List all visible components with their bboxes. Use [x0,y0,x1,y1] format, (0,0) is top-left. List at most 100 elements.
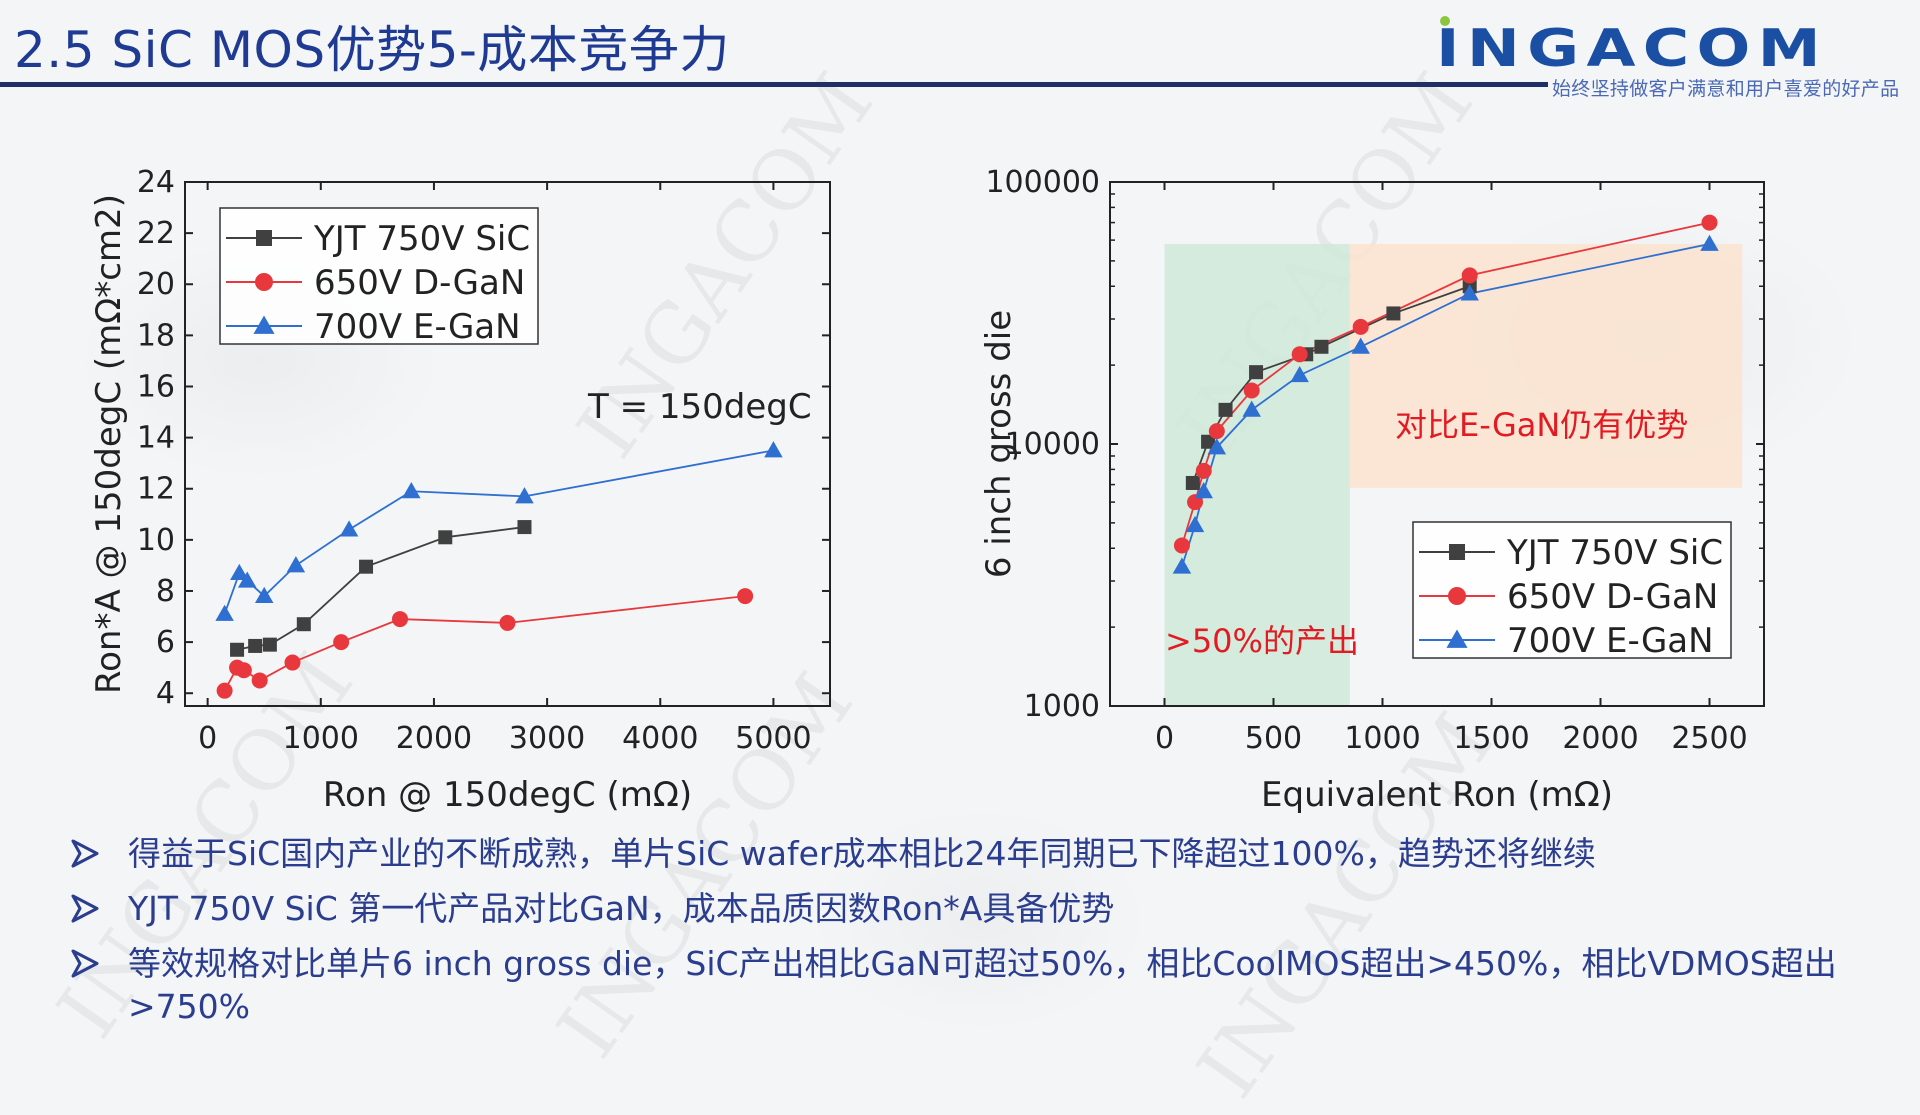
y-tick-label: 12 [137,472,175,507]
bullet-item: 等效规格对比单片6 inch gross die，SiC产出相比GaN可超过50… [70,942,1850,1028]
page-title: 2.5 SiC MOS优势5-成本竞争力 [14,21,730,79]
data-point-triangle [764,441,783,458]
chart-annotation: T = 150degC [587,387,812,427]
y-axis-label: 6 inch gross die [979,310,1019,578]
arrow-bullet-icon [71,839,99,868]
data-point-triangle [253,315,275,334]
data-point-triangle [1185,515,1205,533]
series-line [223,449,774,615]
arrow-bullet-icon [71,894,99,923]
x-axis-label: Equivalent Ron (mΩ) [1261,775,1613,815]
y-tick-label: 1000 [1024,689,1100,724]
title-divider [0,82,1548,87]
data-point-triangle [1446,629,1468,648]
y-axis-label: Ron*A @ 150degC (mΩ*cm2) [89,194,129,694]
data-point-triangle [230,563,249,581]
bullet-text: 得益于SiC国内产业的不断成熟，单片SiC wafer成本相比24年同期已下降超… [128,834,1596,873]
y-tick-label: 18 [137,318,175,353]
x-tick-label: 500 [1245,721,1302,756]
data-point-circle [1173,537,1190,554]
x-tick-label: 4000 [622,721,698,756]
data-point-square [1201,434,1216,449]
data-point-triangle [339,520,359,537]
y-tick-label: 6 [156,625,175,660]
y-tick-label: 4 [156,676,175,711]
x-tick-label: 1000 [1344,721,1420,756]
series-line [236,526,525,651]
logo-text: INGACOM [1436,19,1828,72]
data-point-square [1185,475,1200,490]
legend-box [219,207,539,345]
data-point-triangle [1207,438,1227,455]
legend-label: YJT 750V SiC [313,219,530,259]
data-point-triangle [254,586,274,604]
y-tick-label: 10 [137,523,175,558]
data-point-circle [255,273,273,291]
data-point-square [296,617,311,632]
x-tick-label: 1000 [283,721,359,756]
data-point-triangle [1351,337,1370,354]
y-tick-label: 24 [137,165,175,200]
x-tick-label: 1500 [1453,721,1529,756]
data-point-square [359,559,374,574]
x-tick-label: 2000 [396,721,472,756]
y-tick-label: 20 [137,267,175,302]
logo-dot [1440,16,1450,26]
y-tick-label: 100000 [985,165,1100,200]
data-point-circle [251,672,268,689]
data-point-square [1249,365,1264,380]
data-point-circle [235,662,252,679]
legend-label: 650V D-GaN [1507,577,1718,617]
data-point-circle [333,634,350,651]
x-tick-label: 2500 [1671,721,1747,756]
data-point-square [262,637,277,652]
data-point-triangle [402,482,421,499]
data-point-circle [1701,214,1718,231]
data-point-triangle [1700,234,1719,251]
x-tick-label: 3000 [509,721,585,756]
data-point-triangle [1194,482,1213,499]
y-tick-label: 10000 [1005,427,1100,462]
y-tick-label: 14 [137,421,175,456]
data-point-triangle [237,571,257,588]
arrow-bullet-icon [71,949,99,978]
bullet-text: YJT 750V SiC 第一代产品对比GaN，成本品质因数Ron*A具备优势 [128,889,1115,928]
data-point-square [1218,402,1233,417]
x-tick-label: 0 [1155,721,1174,756]
data-point-circle [392,611,408,628]
x-tick-label: 0 [198,721,217,756]
data-point-circle [1208,423,1225,440]
legend-label: 700V E-GaN [314,307,521,347]
data-point-square [1449,544,1465,560]
data-point-triangle [1290,365,1309,383]
bullet-list: 得益于SiC国内产业的不断成熟，单片SiC wafer成本相比24年同期已下降超… [70,832,1850,1040]
legend-label: YJT 750V SiC [1506,533,1723,573]
gross-die-chart: 0 500 1000 1500 2000 2500 1000 10000 100000 Equiv… [979,165,1765,815]
data-point-triangle [1172,557,1192,574]
data-point-circle [284,654,301,671]
data-point-circle [216,682,233,699]
data-point-triangle [515,487,534,504]
ingacom-logo: INGACOM [1436,16,1828,72]
data-point-triangle [1242,400,1261,417]
data-point-triangle [1460,284,1479,301]
legend-label: 700V E-GaN [1507,621,1714,661]
y-tick-label: 8 [156,574,175,609]
data-point-square [517,520,532,535]
y-tick-label: 22 [137,216,175,251]
plot-frame [184,181,831,707]
plot-area-group: 0 500 1000 1500 2000 2500 1000 10000 100000 Equiv… [979,165,1765,815]
data-point-circle [1448,587,1466,605]
data-point-triangle [215,604,234,621]
data-point-circle [1352,318,1369,335]
data-point-square [230,642,245,657]
data-point-circle [1195,462,1212,479]
bullet-text: 等效规格对比单片6 inch gross die，SiC产出相比GaN可超过50… [128,944,1837,1026]
y-tick-label: 16 [137,369,175,404]
region-label: >50%的产出 [1165,622,1359,660]
series-line [223,595,746,692]
data-point-triangle [286,556,306,573]
x-axis-label: Ron @ 150degC (mΩ) [323,775,692,815]
data-point-circle [1461,267,1478,284]
data-point-circle [499,614,516,631]
